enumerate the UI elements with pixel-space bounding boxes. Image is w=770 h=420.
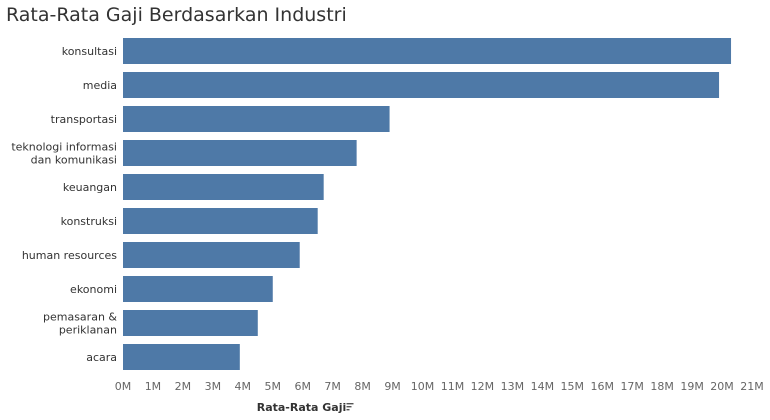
bar-2[interactable] [123,106,390,132]
x-tick-label-11: 11M [441,380,465,393]
x-tick-label-13: 13M [501,380,525,393]
x-tick-label-14: 14M [531,380,555,393]
category-labels: konsultasi media transportasi teknologi inf… [11,45,117,364]
x-axis-title-group[interactable]: Rata-Rata Gaji [257,401,354,414]
category-label-1: media [83,79,117,92]
x-tick-label-7: 7M [324,380,341,393]
x-tick-label-5: 5M [265,380,282,393]
x-tick-label-19: 19M [680,380,704,393]
x-tick-label-15: 15M [561,380,585,393]
bar-6[interactable] [123,242,300,268]
x-tick-label-20: 20M [710,380,734,393]
x-tick-label-3: 3M [205,380,222,393]
category-label-5: konstruksi [61,215,117,228]
bar-9[interactable] [123,344,240,370]
bar-8[interactable] [123,310,258,336]
category-label-3: teknologi informasi dan komunikasi [11,141,117,167]
x-tick-label-8: 8M [354,380,371,393]
category-label-7: ekonomi [70,283,117,296]
category-label-2: transportasi [51,113,117,126]
x-tick-label-0: 0M [115,380,132,393]
bar-3[interactable] [123,140,357,166]
x-tick-label-4: 4M [235,380,252,393]
x-tick-label-1: 1M [145,380,162,393]
category-label-9: acara [86,351,117,364]
bars-group [123,38,732,370]
x-tick-label-16: 16M [590,380,614,393]
x-tick-label-18: 18M [650,380,674,393]
category-label-0: konsultasi [62,45,117,58]
bar-1[interactable] [123,72,720,98]
category-label-4: keuangan [63,181,117,194]
chart-title: Rata-Rata Gaji Berdasarkan Industri [6,4,347,26]
x-tick-label-2: 2M [175,380,192,393]
x-tick-label-21: 21M [740,380,764,393]
bar-4[interactable] [123,174,324,200]
x-tick-label-17: 17M [620,380,644,393]
x-tick-label-12: 12M [471,380,495,393]
category-label-8: pemasaran & periklanan [43,311,117,337]
bar-7[interactable] [123,276,273,302]
sort-descending-icon[interactable] [346,403,354,411]
x-tick-label-10: 10M [411,380,435,393]
x-tick-label-9: 9M [384,380,401,393]
bar-0[interactable] [123,38,732,64]
x-axis-title: Rata-Rata Gaji [257,401,347,414]
x-tick-label-6: 6M [294,380,311,393]
bar-5[interactable] [123,208,318,234]
x-axis-ticks: 0M 1M 2M 3M 4M 5M 6M 7M 8M 9M 10M 11M 12M 13M 14M 15M 16… [115,380,764,393]
category-label-6: human resources [22,249,117,262]
